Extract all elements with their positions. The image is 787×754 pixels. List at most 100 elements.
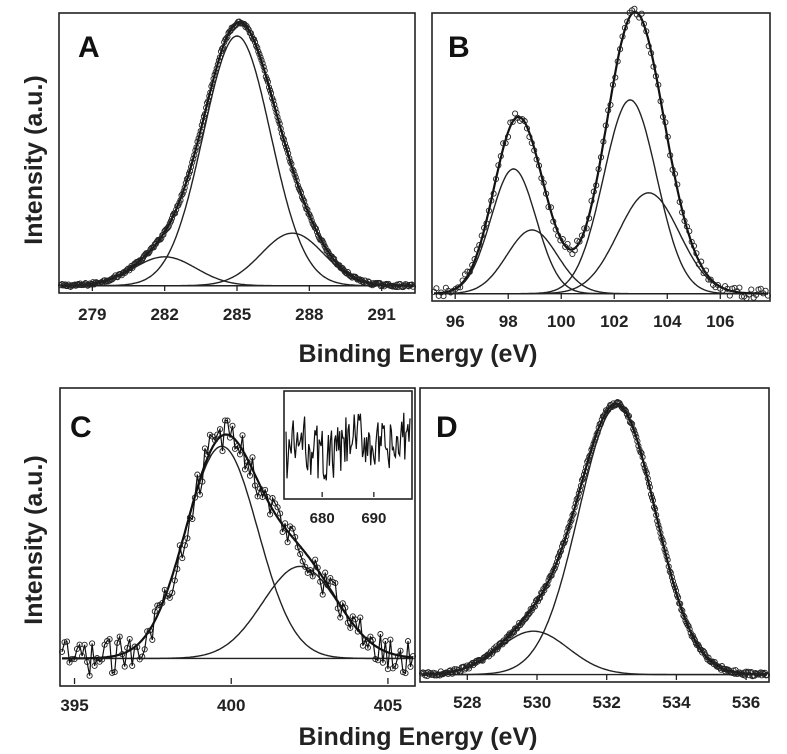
panel-b-data-point (650, 63, 657, 70)
panel-a-data-point (312, 225, 319, 232)
panel-a-data-point (216, 54, 223, 61)
panel-d-data-point (625, 412, 633, 420)
panel-c-inset-plot: 680 690 (285, 412, 411, 527)
panel-a-data-point (207, 89, 214, 96)
panel-d-data-point (525, 611, 532, 618)
panel-b-x-tick-label: 96 (446, 312, 465, 331)
panel-c-data-point (307, 566, 314, 574)
panel-b-x-tick-label: 102 (600, 312, 628, 331)
panel-b-component-peak-2 (434, 229, 768, 295)
panel-d-data-point (633, 433, 640, 441)
panel-d-data-point (638, 449, 645, 457)
panel-b-x-tick-label: 106 (706, 312, 734, 331)
panel-d-plot (418, 399, 771, 680)
panel-d-data-point (506, 630, 513, 637)
panel-a-data-point (306, 211, 313, 218)
x-axis-title-top: Binding Energy (eV) (299, 340, 538, 368)
panel-d-x-tick-label: 534 (662, 693, 691, 712)
panel-a-plot (57, 18, 417, 291)
panel-d-data-points (418, 399, 771, 680)
panel-b-data-point (648, 50, 655, 57)
panel-a-data-point (274, 114, 281, 121)
panel-b-data-point (581, 225, 588, 232)
panel-a-frame (58, 12, 416, 294)
panel-d-data-point (562, 537, 569, 544)
panel-c-x-tick-label: 405 (374, 696, 402, 715)
panel-a-data-point (288, 160, 295, 167)
panel-b-data-point (745, 291, 752, 298)
panel-b-data-point (583, 225, 590, 232)
y-axis-title-top: Intensity (a.u.) (20, 75, 48, 244)
panel-d-data-point (678, 606, 685, 613)
panel-b-data-point (469, 262, 476, 269)
panel-b-frame (431, 12, 771, 302)
panel-a-data-point (194, 138, 201, 145)
panel-d-data-point (645, 480, 652, 487)
panel-d-data-point (556, 549, 564, 556)
panel-a-data-point (258, 57, 265, 64)
panel-d-data-point (671, 584, 679, 591)
panel-b-data-point (559, 236, 566, 243)
panel-b-data-point (545, 203, 552, 211)
panel-d-data-point (585, 456, 592, 464)
panel-a-x-tick-label: 285 (223, 305, 251, 324)
panel-d-data-point (557, 547, 565, 554)
panel-a-data-point (279, 134, 286, 141)
panel-b-data-point (550, 218, 557, 225)
panel-b-data-point (667, 152, 674, 159)
panel-b-data-point (593, 182, 600, 189)
panel-a-x-tick-label: 282 (150, 305, 178, 324)
panel-b-data-point (476, 241, 483, 249)
panel-a-data-point (206, 93, 213, 100)
panel-d-data-point (636, 446, 643, 453)
panel-d-x-tick-label: 530 (523, 693, 551, 712)
panel-c-data-point (146, 627, 153, 634)
panel-b-data-point (595, 166, 602, 173)
panel-a-data-point (247, 30, 254, 37)
panel-c-data-point (299, 558, 306, 565)
panel-a-data-point (252, 39, 259, 46)
panel-d-data-point (622, 408, 629, 415)
panel-d-data-point (639, 454, 646, 461)
panel-b-data-point (657, 98, 664, 105)
panel-d-data-point (647, 491, 655, 498)
panel-d-data-point (663, 553, 670, 560)
panel-c-frame (59, 387, 416, 687)
panel-b-data-point (726, 292, 733, 299)
panel-d-data-point (574, 494, 581, 501)
panel-d-data-point (763, 672, 771, 679)
panel-b-data-point (679, 209, 686, 216)
panel-b-data-point (483, 220, 490, 227)
panel-b-data-point (655, 81, 662, 88)
panel-b-data-point (597, 154, 605, 161)
panel-d-data-point (575, 490, 582, 497)
panel-a-data-point (195, 135, 202, 142)
panel-b-data-point (481, 224, 488, 231)
panel-a-data-point (281, 140, 289, 147)
panel-b-data-point (564, 240, 571, 247)
panel-b-data-point (690, 242, 698, 250)
panel-b-data-point (702, 267, 710, 274)
panel-d-data-point (730, 667, 737, 674)
panel-c-data-point (211, 437, 218, 444)
panel-b-x-tick-label: 104 (653, 312, 682, 331)
panel-a-data-point (300, 196, 307, 203)
panel-b-data-point (523, 125, 531, 132)
panel-b-data-point (492, 175, 500, 183)
panel-b-data-point (485, 207, 492, 214)
panel-d-data-point (628, 420, 635, 427)
panel-b-data-point (528, 139, 535, 147)
panel-b-data-point (535, 162, 543, 169)
panel-d-data-point (641, 464, 648, 471)
panel-b-label: B (448, 31, 470, 64)
panel-b-data-point (521, 118, 528, 125)
panel-d-data-point (539, 590, 546, 597)
panel-a-data-point (280, 136, 287, 143)
panel-a-data-point (193, 144, 200, 151)
panel-b-data-point (662, 119, 669, 126)
panel-d-data-point (544, 581, 551, 588)
panel-d-data-point (666, 568, 673, 575)
panel-d-data-point (653, 512, 660, 519)
panel-a-data-point (307, 214, 314, 221)
panel-b-data-point (504, 133, 512, 140)
